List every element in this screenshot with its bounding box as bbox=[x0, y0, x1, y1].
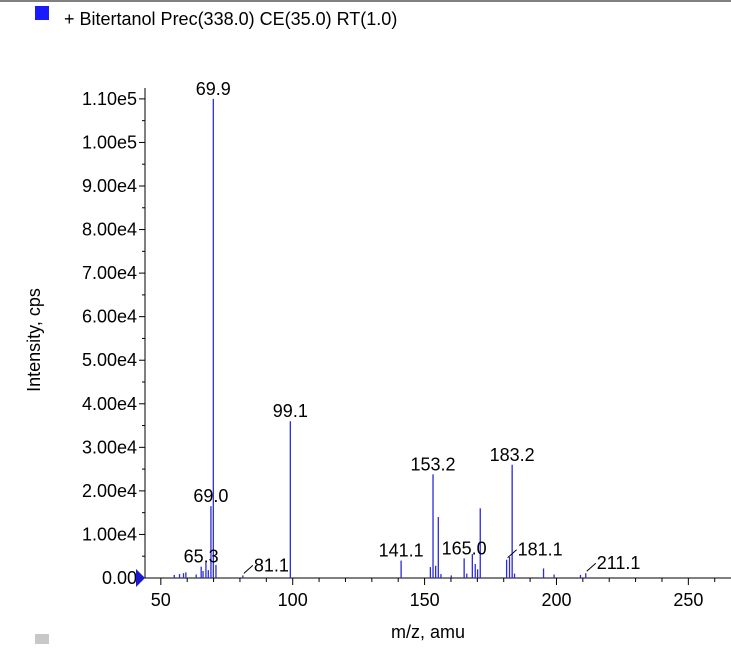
y-tick-label: 1.00e5 bbox=[82, 132, 137, 152]
y-tick-label: 2.00e4 bbox=[82, 481, 137, 501]
peak-label: 69.9 bbox=[196, 79, 231, 99]
x-axis-label: m/z, amu bbox=[391, 622, 465, 642]
y-tick-label: 7.00e4 bbox=[82, 263, 137, 283]
y-tick-label: 8.00e4 bbox=[82, 220, 137, 240]
y-tick-label: 6.00e4 bbox=[82, 307, 137, 327]
peak-label: 153.2 bbox=[411, 454, 456, 474]
tick-labels: 0.00 1.00e4 2.00e4 3.00e4 4.00e4 5.00e4 6.00e4… bbox=[82, 89, 703, 610]
peak-label-leader bbox=[507, 549, 517, 559]
legend-label: + Bitertanol Prec(338.0) CE(35.0) RT(1.0… bbox=[64, 9, 397, 29]
peak-label: 99.1 bbox=[273, 401, 308, 421]
y-tick-label: 1.10e5 bbox=[82, 89, 137, 109]
peak-labels: 69.9 99.1 153.2 183.2 69.0 65.3 141.1 165.0 81.1… bbox=[184, 79, 641, 575]
peak-label-leader bbox=[243, 565, 254, 574]
peak-label: 165.0 bbox=[442, 538, 487, 558]
y-tick-label: 5.00e4 bbox=[82, 350, 137, 370]
peak-label: 141.1 bbox=[379, 541, 424, 561]
x-tick-label: 100 bbox=[278, 590, 308, 610]
y-tick-label: 4.00e4 bbox=[82, 394, 137, 414]
peak-label: 81.1 bbox=[254, 555, 289, 575]
legend-swatch[interactable] bbox=[35, 6, 49, 20]
peak-label: 69.0 bbox=[193, 486, 228, 506]
y-tick-label: 0.00 bbox=[102, 568, 137, 588]
partial-marker bbox=[35, 634, 49, 644]
y-tick-label: 3.00e4 bbox=[82, 437, 137, 457]
y-tick-label: 9.00e4 bbox=[82, 176, 137, 196]
x-tick-label: 250 bbox=[673, 590, 703, 610]
peaks bbox=[173, 98, 587, 578]
peak-label: 181.1 bbox=[518, 540, 563, 560]
baseline-marker[interactable] bbox=[136, 569, 145, 587]
x-tick-label: 150 bbox=[410, 590, 440, 610]
peak-label: 65.3 bbox=[184, 547, 219, 567]
axes bbox=[139, 88, 731, 585]
peak-label: 211.1 bbox=[597, 553, 641, 573]
peak-label-leader bbox=[586, 562, 597, 572]
y-tick-label: 1.00e4 bbox=[82, 524, 137, 544]
peak-label: 183.2 bbox=[490, 445, 535, 465]
x-tick-label: 200 bbox=[541, 590, 571, 610]
x-tick-label: 50 bbox=[151, 590, 171, 610]
y-axis-label: Intensity, cps bbox=[24, 288, 44, 392]
